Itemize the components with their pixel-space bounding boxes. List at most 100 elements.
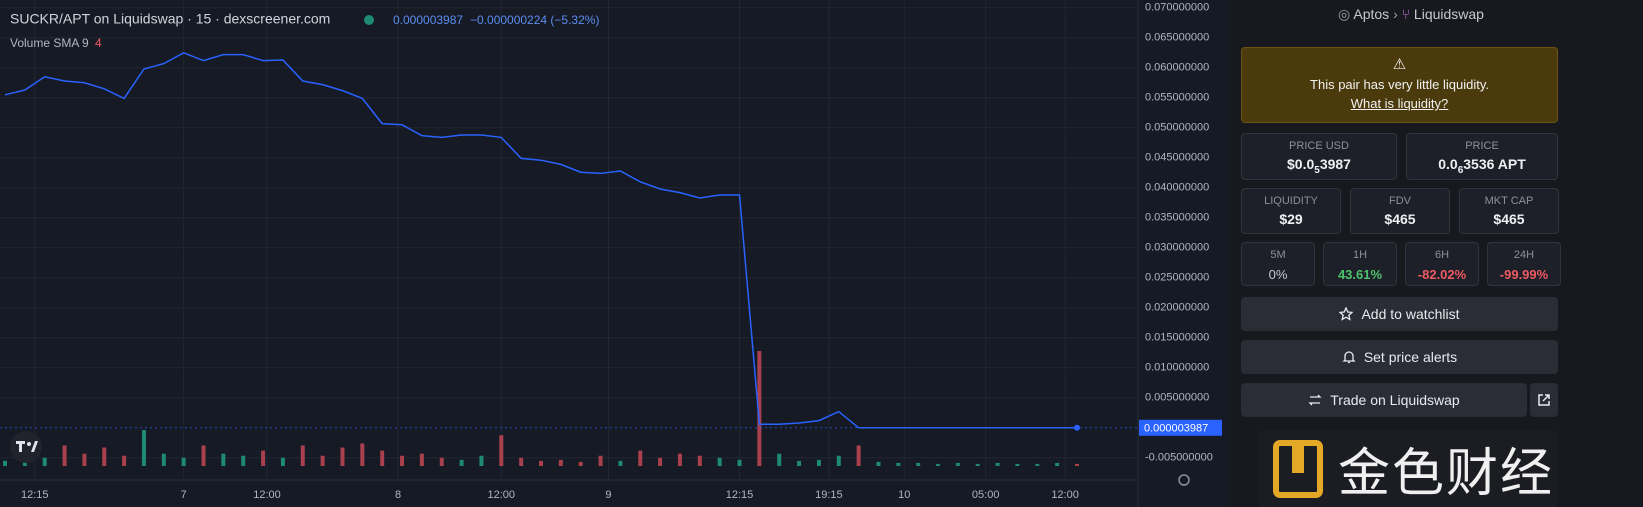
grid bbox=[0, 0, 1138, 480]
x-tick-label: 12:00 bbox=[253, 489, 281, 501]
y-tick-label: 0.015000000 bbox=[1145, 332, 1209, 344]
volume-bar bbox=[737, 459, 742, 466]
price-zeros: 6 bbox=[1457, 164, 1464, 176]
volume-bar bbox=[161, 453, 166, 466]
stat-value: $465 bbox=[1493, 211, 1525, 227]
settings-icon[interactable] bbox=[1178, 474, 1190, 486]
volume-bar bbox=[122, 455, 127, 466]
change-value: 43.61% bbox=[1337, 267, 1383, 282]
volume-bar bbox=[42, 457, 47, 466]
sidebar: ◎ Aptos › ⑂ Liquidswap ⚠ This pair has v… bbox=[1230, 0, 1643, 507]
volume-bar bbox=[102, 447, 107, 466]
volume-bar bbox=[598, 455, 603, 466]
volume-bar bbox=[82, 453, 87, 466]
volume-bar bbox=[181, 457, 186, 466]
change-box[interactable]: 1H 43.61% bbox=[1323, 242, 1397, 286]
volume-bar bbox=[558, 459, 563, 466]
change-value: 0% bbox=[1268, 267, 1288, 282]
volume-bar bbox=[62, 445, 67, 466]
change-box[interactable]: 24H -99.99% bbox=[1487, 242, 1561, 286]
volume-bar bbox=[141, 430, 146, 466]
volume-bar bbox=[836, 455, 841, 466]
change-text: −0.000000224 (−5.32%) bbox=[470, 13, 599, 27]
volume-bar bbox=[1055, 462, 1060, 466]
volume-bar bbox=[876, 461, 881, 466]
volume-sma: 4 bbox=[95, 36, 102, 50]
volume-bar bbox=[439, 457, 444, 466]
warning-box: ⚠ This pair has very little liquidity. W… bbox=[1241, 47, 1558, 123]
x-tick-label: 19:15 bbox=[815, 489, 843, 501]
y-tick-label: 0.055000000 bbox=[1145, 92, 1209, 104]
volume-bar bbox=[459, 459, 464, 466]
price-prefix: 0.0 bbox=[1438, 156, 1458, 172]
y-tick-label: 0.005000000 bbox=[1145, 392, 1209, 404]
y-tick-label: 0.050000000 bbox=[1145, 122, 1209, 134]
volume-bar bbox=[400, 455, 405, 466]
action-button[interactable]: Add to watchlist bbox=[1241, 297, 1558, 331]
y-tick-label: 0.070000000 bbox=[1145, 2, 1209, 14]
stat-value: $0.053987 bbox=[1242, 156, 1396, 176]
price-digits: 3987 bbox=[1319, 156, 1351, 172]
volume-bar bbox=[638, 450, 643, 466]
volume-bar bbox=[618, 460, 623, 466]
warning-icon: ⚠ bbox=[1392, 56, 1407, 73]
y-tick-label: 0.045000000 bbox=[1145, 152, 1209, 164]
price-chart: 0.000003987 0.070000000 0.065000000 0.0600… bbox=[0, 0, 1230, 507]
stat-value: 0.063536 APT bbox=[1407, 156, 1557, 176]
x-tick-label: 12:00 bbox=[488, 489, 516, 501]
x-tick-label: 10 bbox=[898, 489, 910, 501]
stat-value: $465 bbox=[1384, 211, 1416, 227]
change-box[interactable]: 5M 0% bbox=[1241, 242, 1315, 286]
volume-bar bbox=[261, 450, 266, 466]
volume-bar bbox=[757, 351, 762, 466]
volume-bar bbox=[578, 461, 583, 466]
watermark-text: 金色财经 bbox=[1338, 444, 1555, 504]
volume-bar bbox=[1035, 463, 1040, 466]
tradingview-logo bbox=[10, 431, 42, 463]
change-label: 5M bbox=[1270, 249, 1286, 261]
volume-bar bbox=[539, 460, 543, 466]
button-icon bbox=[1339, 307, 1354, 321]
volume-bar bbox=[221, 453, 226, 466]
x-tick-label: 9 bbox=[605, 489, 611, 501]
y-tick-label: 0.030000000 bbox=[1145, 242, 1209, 254]
volume-bar bbox=[419, 453, 424, 466]
volume-bar bbox=[777, 453, 782, 466]
button-label: Set price alerts bbox=[1363, 349, 1458, 365]
change-value: -99.99% bbox=[1499, 267, 1549, 282]
button-label: Trade on Liquidswap bbox=[1330, 392, 1460, 408]
stat-box: LIQUIDITY $29 bbox=[1241, 188, 1341, 234]
watermark-logo bbox=[1273, 439, 1323, 498]
volume-bar bbox=[1015, 463, 1020, 466]
x-tick-label: 12:00 bbox=[1051, 489, 1079, 501]
stat-label: MKT CAP bbox=[1484, 195, 1534, 207]
y-tick-label: -0.005000000 bbox=[1145, 452, 1213, 464]
breadcrumb: ◎ Aptos › ⑂ Liquidswap bbox=[1338, 6, 1484, 22]
warning-link[interactable]: What is liquidity? bbox=[1350, 96, 1449, 111]
x-tick-label: 8 bbox=[395, 489, 401, 501]
x-tick-label: 05:00 bbox=[972, 489, 1000, 501]
external-link[interactable] bbox=[1530, 383, 1558, 417]
stat-label: PRICE USD bbox=[1289, 140, 1349, 152]
change-label: 1H bbox=[1352, 249, 1368, 261]
volume-bar bbox=[797, 460, 802, 466]
action-button[interactable]: Trade on Liquidswap bbox=[1241, 383, 1527, 417]
change-box[interactable]: 6H -82.02% bbox=[1405, 242, 1479, 286]
button-icon bbox=[1342, 351, 1356, 364]
status-dot bbox=[364, 15, 374, 25]
price-box: PRICE 0.063536 APT bbox=[1406, 133, 1558, 180]
volume-bar bbox=[677, 453, 682, 466]
volume-bar bbox=[717, 457, 722, 466]
action-button[interactable]: Set price alerts bbox=[1241, 340, 1558, 374]
warning-text: This pair has very little liquidity. bbox=[1310, 77, 1489, 92]
price-prefix: $0.0 bbox=[1287, 156, 1315, 172]
x-tick-label: 12:15 bbox=[21, 489, 49, 501]
watermark: 金色财经 bbox=[1258, 430, 1558, 507]
volume-bar bbox=[658, 457, 663, 466]
chain[interactable]: Aptos bbox=[1353, 6, 1390, 22]
volume-label: Volume SMA 9 bbox=[10, 36, 89, 50]
volume-bar bbox=[201, 445, 206, 466]
volume-bar bbox=[1075, 463, 1079, 466]
dex[interactable]: Liquidswap bbox=[1413, 6, 1484, 22]
volume-bar bbox=[300, 445, 305, 466]
